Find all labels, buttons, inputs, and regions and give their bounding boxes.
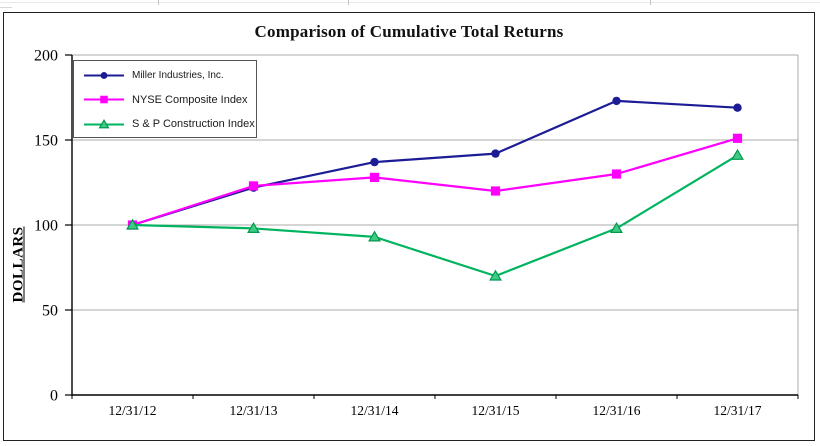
svg-text:50: 50 [42, 303, 58, 320]
svg-text:12/31/16: 12/31/16 [592, 403, 640, 418]
cropped-table-tick [650, 0, 651, 5]
legend-item-miller-industries: Miller Industries, Inc. [74, 63, 256, 88]
legend-item-sp-construction: S & P Construction Index [74, 112, 256, 137]
legend-label: S & P Construction Index [132, 118, 255, 131]
chart-legend: Miller Industries, Inc. NYSE Composite I… [73, 60, 257, 138]
cropped-table-rule [0, 2, 820, 3]
cropped-table-tick [158, 0, 159, 5]
chart-title: Comparison of Cumulative Total Returns [254, 22, 564, 41]
svg-text:150: 150 [34, 133, 58, 150]
legend-item-nyse-composite: NYSE Composite Index [74, 88, 256, 113]
sp-line-triangle-icon [84, 118, 124, 129]
cropped-table-tick [348, 0, 349, 5]
legend-label: NYSE Composite Index [132, 93, 248, 106]
svg-text:12/31/12: 12/31/12 [108, 403, 156, 418]
nyse-line-square-icon [84, 95, 124, 104]
legend-label: Miller Industries, Inc. [132, 69, 224, 81]
svg-text:100: 100 [34, 218, 58, 235]
miller-line-circle-icon [84, 71, 124, 79]
svg-text:12/31/14: 12/31/14 [350, 403, 398, 418]
cropped-table-rule-stub [0, 7, 12, 8]
svg-text:200: 200 [34, 48, 58, 65]
svg-text:0: 0 [50, 388, 58, 405]
svg-text:12/31/13: 12/31/13 [229, 403, 277, 418]
svg-text:12/31/15: 12/31/15 [471, 403, 519, 418]
y-axis-title: DOLLARS [10, 226, 27, 303]
svg-text:12/31/17: 12/31/17 [713, 403, 761, 418]
